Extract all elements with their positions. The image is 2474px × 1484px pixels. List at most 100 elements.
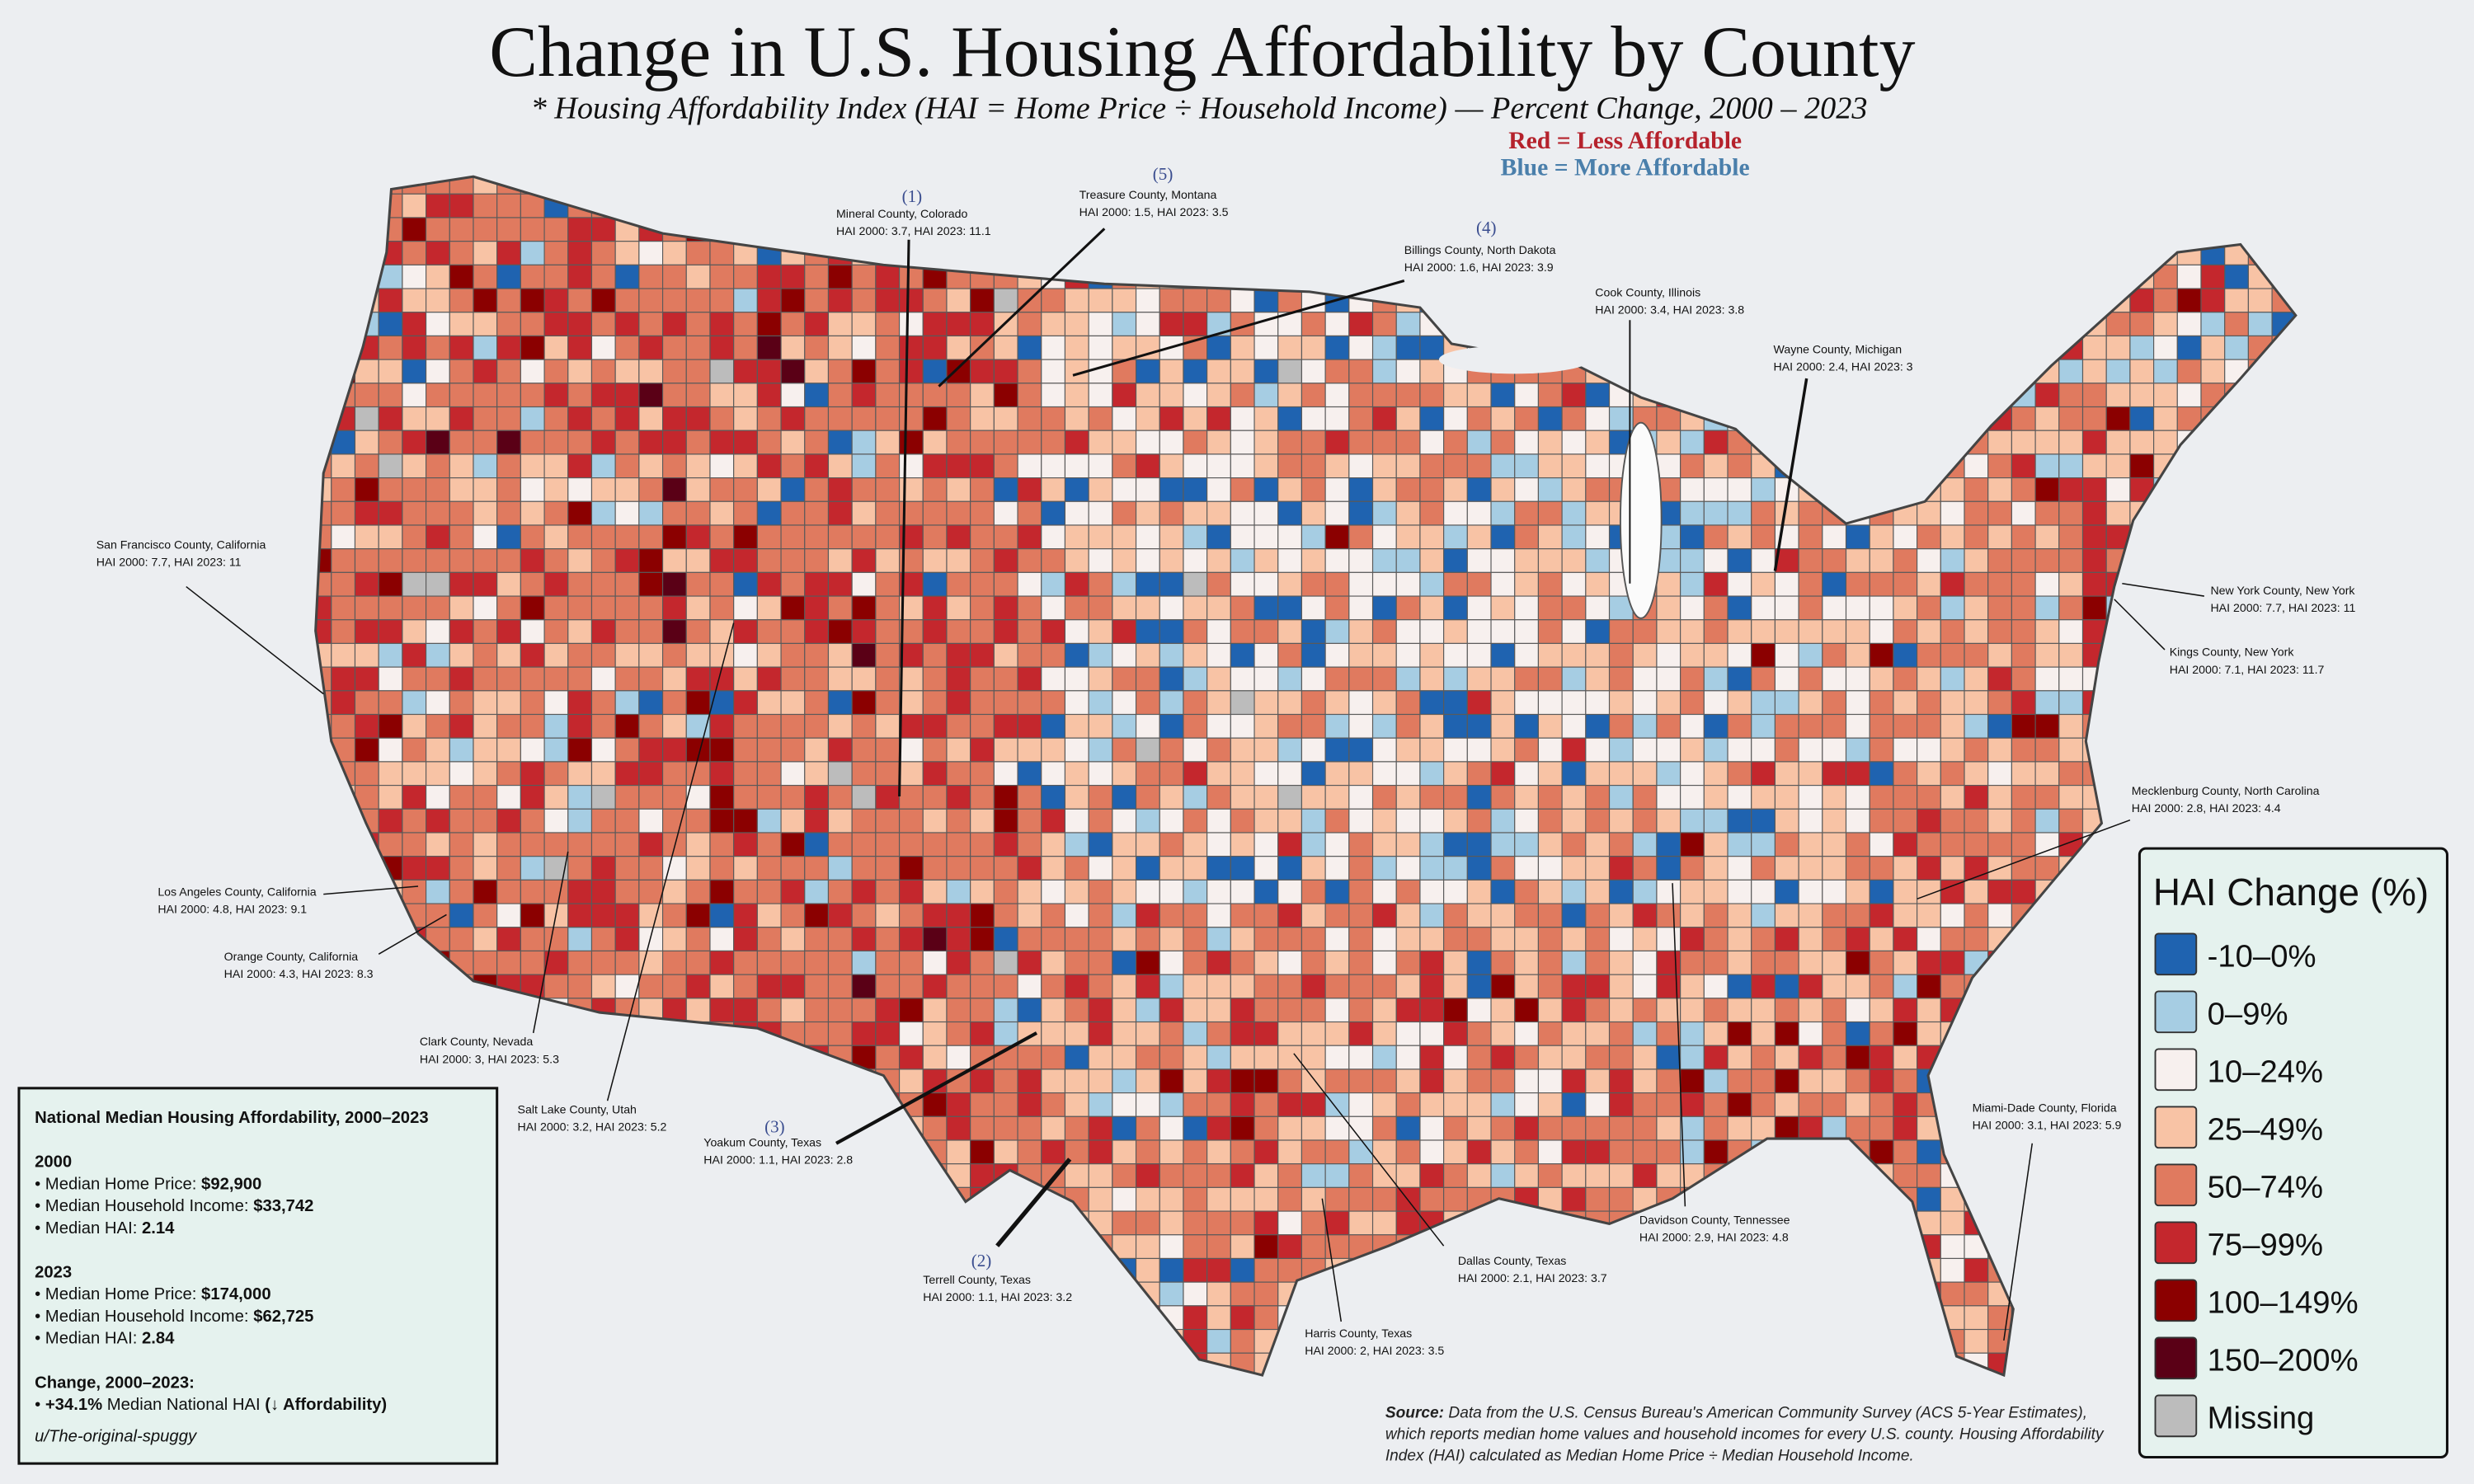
county-cell bbox=[804, 713, 830, 739]
county-cell bbox=[1300, 761, 1326, 787]
county-cell bbox=[1798, 1092, 1823, 1117]
county-cell bbox=[1395, 856, 1421, 881]
county-cell bbox=[1135, 856, 1160, 881]
county-cell bbox=[1822, 548, 1847, 573]
county-cell bbox=[1371, 856, 1397, 881]
county-cell bbox=[1206, 761, 1231, 787]
county-cell bbox=[804, 288, 830, 313]
county-cell bbox=[1514, 430, 1540, 455]
county-cell bbox=[1064, 595, 1089, 621]
county-cell bbox=[378, 832, 403, 857]
county-cell bbox=[1183, 1045, 1208, 1070]
county-cell bbox=[449, 383, 474, 408]
county-cell bbox=[875, 998, 901, 1023]
county-cell bbox=[638, 264, 664, 289]
county-cell bbox=[1253, 690, 1279, 716]
county-cell bbox=[496, 785, 521, 810]
county-cell bbox=[1348, 430, 1374, 455]
county-cell bbox=[685, 383, 711, 408]
county-cell bbox=[1112, 430, 1137, 455]
county-cell bbox=[661, 950, 687, 975]
county-cell bbox=[1774, 974, 1799, 999]
county-cell bbox=[1537, 690, 1563, 716]
county-cell bbox=[780, 288, 806, 313]
county-cell bbox=[1537, 642, 1563, 668]
county-cell bbox=[1917, 737, 1941, 763]
county-cell bbox=[473, 595, 498, 621]
county-cell bbox=[827, 666, 853, 692]
county-cell bbox=[1371, 453, 1397, 479]
county-cell bbox=[1371, 500, 1397, 526]
county-cell bbox=[1135, 1163, 1160, 1188]
county-cell bbox=[1159, 288, 1184, 313]
county-cell bbox=[1443, 430, 1468, 455]
county-cell bbox=[1987, 832, 2012, 857]
county-cell bbox=[1798, 927, 1823, 952]
county-cell bbox=[638, 312, 664, 337]
county-cell bbox=[543, 879, 569, 904]
county-cell bbox=[331, 666, 356, 692]
county-cell bbox=[1680, 974, 1705, 999]
county-cell bbox=[1041, 666, 1066, 692]
county-cell bbox=[1798, 642, 1823, 668]
county-cell bbox=[1656, 927, 1681, 952]
county-cell bbox=[922, 832, 948, 857]
county-cell bbox=[661, 879, 687, 904]
county-cell bbox=[614, 903, 640, 928]
county-cell bbox=[780, 879, 806, 904]
county-cell bbox=[709, 856, 735, 881]
county-cell bbox=[520, 524, 545, 550]
county-cell bbox=[2176, 383, 2202, 408]
county-cell bbox=[804, 571, 830, 597]
county-cell bbox=[1490, 383, 1516, 408]
county-cell bbox=[1206, 927, 1231, 952]
county-cell bbox=[1183, 1139, 1208, 1165]
county-cell bbox=[1230, 524, 1255, 550]
county-cell bbox=[1656, 453, 1681, 479]
county-cell bbox=[1159, 1163, 1184, 1188]
county-cell bbox=[1893, 808, 1918, 834]
county-cell bbox=[875, 524, 901, 550]
county-cell bbox=[780, 927, 806, 952]
county-cell bbox=[1822, 1021, 1847, 1046]
county-cell bbox=[1798, 761, 1823, 787]
county-cell bbox=[1300, 690, 1326, 716]
county-cell bbox=[1348, 383, 1374, 408]
county-cell bbox=[1395, 1115, 1421, 1141]
county-cell bbox=[590, 595, 616, 621]
county-cell bbox=[1277, 359, 1303, 384]
county-cell bbox=[756, 548, 782, 573]
county-cell bbox=[1041, 453, 1066, 479]
county-cell bbox=[1490, 690, 1516, 716]
county-cell bbox=[473, 500, 498, 526]
county-cell bbox=[1395, 785, 1421, 810]
county-cell bbox=[1395, 595, 1421, 621]
county-cell bbox=[1561, 500, 1587, 526]
county-cell bbox=[1017, 974, 1042, 999]
county-cell bbox=[685, 406, 711, 431]
county-cell bbox=[1490, 1163, 1516, 1188]
county-cell bbox=[1371, 548, 1397, 573]
county-cell bbox=[1371, 406, 1397, 431]
county-cell bbox=[1088, 430, 1113, 455]
county-cell bbox=[2081, 477, 2107, 502]
county-cell bbox=[1183, 1305, 1208, 1331]
county-cell bbox=[875, 713, 901, 739]
summary-heading: Change, 2000–2023: bbox=[35, 1374, 195, 1392]
county-cell bbox=[614, 737, 640, 763]
county-cell bbox=[1917, 500, 1941, 526]
county-cell bbox=[1727, 1045, 1752, 1070]
county-cell bbox=[1064, 737, 1089, 763]
county-cell bbox=[614, 312, 640, 337]
county-cell bbox=[1017, 785, 1042, 810]
county-cell bbox=[1893, 1139, 1918, 1165]
county-cell bbox=[1845, 808, 1870, 834]
annotation-name: Mineral County, Colorado bbox=[836, 207, 967, 220]
county-cell bbox=[1159, 903, 1184, 928]
county-cell bbox=[1964, 737, 1989, 763]
county-cell bbox=[1253, 1163, 1279, 1188]
county-cell bbox=[2105, 383, 2131, 408]
county-cell bbox=[709, 974, 735, 999]
county-cell bbox=[780, 808, 806, 834]
